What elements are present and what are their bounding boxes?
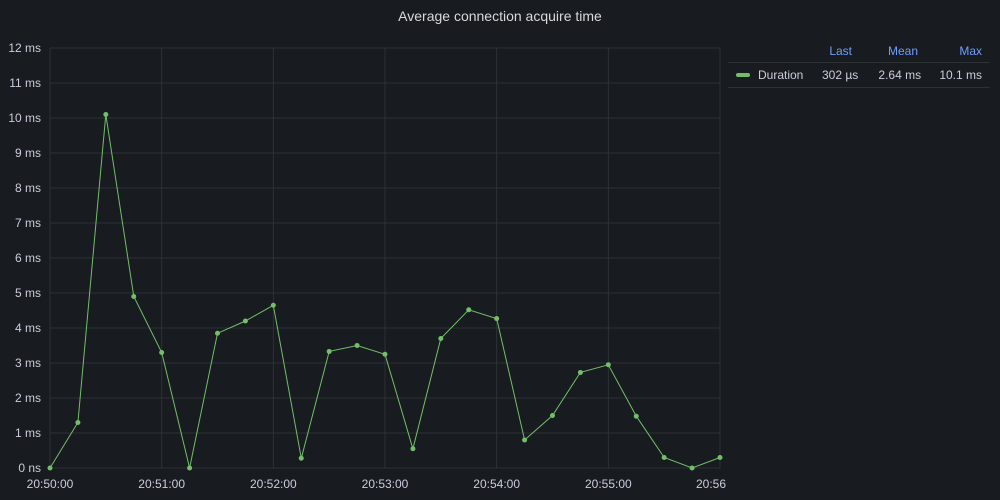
y-tick-label: 0 ns — [18, 461, 41, 475]
x-axis-ticks: 20:50:00 20:51:00 20:52:00 20:53:00 20:54:00… — [27, 477, 727, 491]
legend-header: Last Mean Max — [728, 40, 990, 63]
y-axis-ticks: 0 ns 1 ms 2 ms 3 ms 4 ms 5 ms 6 ms 7 ms 8 ms 9 ms… — [8, 41, 41, 475]
data-point[interactable] — [103, 112, 109, 117]
data-point[interactable] — [187, 465, 193, 471]
y-tick-label: 9 ms — [15, 146, 41, 160]
legend-header-last[interactable]: Last — [829, 44, 852, 58]
legend-last-value: 302 µs — [822, 68, 859, 82]
x-tick-label: 20:50:00 — [27, 477, 74, 491]
x-tick-label: 20:54:00 — [473, 477, 520, 491]
data-point[interactable] — [47, 465, 53, 471]
data-point[interactable] — [242, 318, 248, 324]
data-point[interactable] — [298, 455, 304, 461]
legend-series-label: Duration — [758, 68, 804, 82]
data-point[interactable] — [689, 465, 695, 471]
panel-title: Average connection acquire time — [398, 8, 602, 24]
legend-header-max[interactable]: Max — [959, 44, 982, 58]
data-point[interactable] — [577, 369, 583, 375]
data-point[interactable] — [550, 413, 555, 418]
data-point[interactable] — [159, 350, 165, 355]
data-point[interactable] — [326, 348, 332, 354]
y-tick-label: 3 ms — [15, 356, 41, 370]
data-point[interactable] — [410, 446, 416, 452]
data-point[interactable] — [661, 455, 667, 460]
grid — [49, 47, 721, 469]
data-point[interactable] — [494, 316, 500, 322]
data-point[interactable] — [633, 413, 639, 419]
x-tick-label: 20:55:00 — [585, 477, 632, 491]
legend-max-value: 10.1 ms — [939, 68, 983, 82]
data-point[interactable] — [382, 351, 388, 357]
data-point[interactable] — [466, 307, 472, 313]
y-tick-label: 12 ms — [8, 41, 41, 55]
x-tick-label: 20:53:00 — [362, 477, 409, 491]
legend-table: Last Mean Max Duration 302 µs 2.64 ms 10… — [728, 40, 990, 88]
data-point[interactable] — [270, 302, 276, 308]
legend-mean-value: 2.64 ms — [878, 68, 922, 82]
data-point[interactable] — [522, 437, 528, 443]
y-tick-label: 2 ms — [15, 391, 41, 405]
data-point[interactable] — [215, 330, 220, 336]
y-tick-label: 8 ms — [15, 181, 41, 195]
legend-swatch-icon — [736, 73, 750, 77]
y-tick-label: 1 ms — [15, 426, 41, 440]
y-tick-label: 11 ms — [9, 76, 41, 90]
x-tick-label: 20:56 — [696, 477, 726, 491]
data-point[interactable] — [131, 294, 137, 299]
data-point[interactable] — [438, 336, 444, 341]
data-point[interactable] — [354, 343, 360, 348]
legend-series-name[interactable]: Duration — [728, 68, 803, 82]
y-tick-label: 5 ms — [15, 286, 41, 300]
data-point[interactable] — [717, 455, 723, 460]
legend-row-duration[interactable]: Duration 302 µs 2.64 ms 10.1 ms — [728, 63, 990, 88]
data-point[interactable] — [75, 420, 81, 425]
x-tick-label: 20:51:00 — [138, 477, 185, 491]
y-tick-label: 6 ms — [15, 251, 41, 265]
y-tick-label: 10 ms — [8, 111, 41, 125]
legend-header-mean[interactable]: Mean — [887, 44, 918, 58]
series-duration[interactable] — [47, 112, 723, 471]
x-tick-label: 20:52:00 — [250, 477, 297, 491]
y-tick-label: 7 ms — [15, 216, 41, 230]
data-point[interactable] — [605, 362, 611, 368]
y-tick-label: 4 ms — [15, 321, 41, 335]
